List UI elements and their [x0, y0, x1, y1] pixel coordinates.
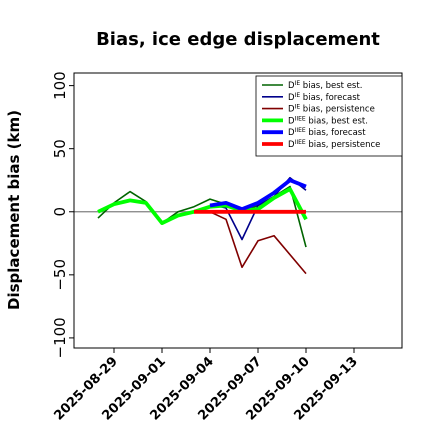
legend-label-1: DIE bias, forecast: [288, 92, 361, 103]
legend-label-4: DIIEE bias, forecast: [288, 127, 366, 138]
y-tick-label-2: 0: [51, 207, 69, 217]
legend-label-5: DIIEE bias, persistence: [288, 139, 380, 150]
y-tick-label-4: −100: [51, 317, 69, 358]
chart-title: Bias, ice edge displacement: [96, 29, 380, 50]
y-tick-label-0: 100: [51, 71, 69, 100]
series-line-1: [209, 176, 307, 241]
y-axis-label: Displacement bias (km): [5, 110, 23, 310]
legend: DIE bias, best est.DIE bias, forecastDIE…: [255, 75, 403, 157]
y-tick-label-3: −50: [51, 259, 69, 291]
legend-box: [255, 75, 403, 157]
plot-frame: [73, 72, 403, 349]
series-line-3: [97, 187, 308, 226]
plot-area: [74, 176, 402, 275]
series-line-2: [209, 211, 307, 275]
y-tick-label-1: 50: [51, 139, 69, 158]
legend-label-0: DIE bias, best est.: [288, 80, 362, 91]
legend-label-3: DIIEE bias, best est.: [288, 115, 368, 126]
series-line-4: [209, 178, 307, 212]
legend-label-2: DIE bias, persistence: [288, 104, 375, 115]
